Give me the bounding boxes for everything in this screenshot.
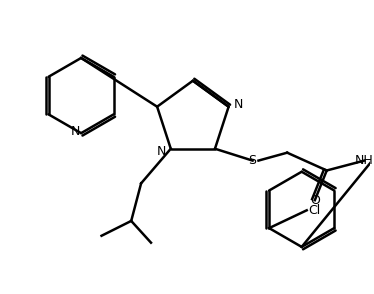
Text: Cl: Cl [309, 204, 321, 217]
Text: O: O [310, 194, 320, 207]
Text: N: N [156, 145, 166, 158]
Text: N: N [234, 98, 243, 111]
Text: NH: NH [355, 154, 374, 167]
Text: S: S [249, 154, 257, 167]
Text: N: N [70, 125, 80, 138]
